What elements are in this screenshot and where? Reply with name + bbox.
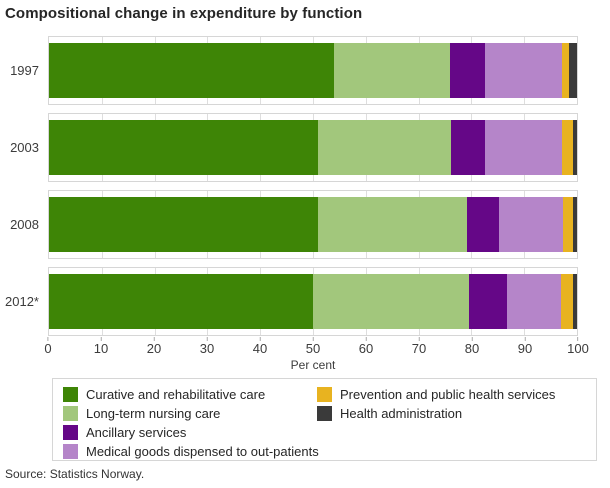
bar-segment (485, 120, 563, 175)
tick-mark (206, 337, 208, 341)
tick-label: 90 (517, 341, 533, 356)
legend-swatch (317, 387, 332, 402)
chart-row: 2012* (0, 267, 578, 336)
source-note: Source: Statistics Norway. (5, 467, 145, 481)
y-axis-label: 2012* (5, 294, 39, 309)
legend-item: Long-term nursing care (63, 404, 319, 423)
x-tick: 10 (94, 337, 108, 356)
x-tick: 70 (412, 337, 426, 356)
chart-row: 2003 (0, 113, 578, 182)
bar-segment (49, 197, 319, 252)
bar-segment (466, 197, 500, 252)
legend-swatch (317, 406, 332, 421)
tick-mark (312, 337, 314, 341)
x-tick: 50 (306, 337, 320, 356)
bar-segment (49, 43, 335, 98)
tick-label: 10 (93, 341, 109, 356)
tick-label: 0 (44, 341, 52, 356)
x-tick: 0 (44, 337, 52, 356)
legend-label: Long-term nursing care (86, 406, 221, 421)
tick-mark (259, 337, 261, 341)
tick-label: 60 (358, 341, 374, 356)
legend-swatch (63, 425, 78, 440)
bar-segment (499, 197, 564, 252)
panel (48, 36, 578, 105)
legend-label: Ancillary services (86, 425, 187, 440)
plot-area: 1997 2003 2008 2012* (0, 36, 578, 344)
legend-item: Prevention and public health services (317, 385, 555, 404)
bar-segment (334, 43, 451, 98)
bar-segment (568, 43, 577, 98)
tick-mark (47, 337, 49, 341)
chart-row: 1997 (0, 36, 578, 105)
x-axis-title: Per cent (290, 358, 336, 372)
bar-segment (484, 43, 563, 98)
legend-swatch (63, 387, 78, 402)
bar-segment (318, 120, 452, 175)
tick-label: 40 (252, 341, 268, 356)
bar-segment (49, 120, 319, 175)
panel (48, 190, 578, 259)
bar-segment (573, 274, 577, 329)
legend: Curative and rehabilitative care Long-ter… (52, 378, 597, 461)
bar-segment (451, 120, 486, 175)
legend-column: Prevention and public health services Hea… (317, 385, 555, 423)
y-axis-label: 2008 (10, 217, 39, 232)
chart-row: 2008 (0, 190, 578, 259)
bar-segment (561, 274, 574, 329)
stacked-bar (49, 43, 577, 98)
tick-mark (524, 337, 526, 341)
tick-mark (471, 337, 473, 341)
tick-label: 80 (464, 341, 480, 356)
legend-column: Curative and rehabilitative care Long-ter… (63, 385, 319, 461)
legend-swatch (63, 444, 78, 459)
x-axis: 0 10 20 30 40 50 60 70 80 90 100 (44, 337, 589, 359)
bar-segment (450, 43, 485, 98)
x-tick: 90 (518, 337, 532, 356)
panel (48, 267, 578, 336)
legend-item: Health administration (317, 404, 555, 423)
legend-label: Prevention and public health services (340, 387, 556, 402)
bar-segment (573, 120, 577, 175)
stacked-bar (49, 274, 577, 329)
chart-title: Compositional change in expenditure by f… (5, 5, 363, 22)
bar-segment (313, 274, 469, 329)
bar-segment (573, 197, 577, 252)
x-tick: 40 (253, 337, 267, 356)
bar-segment (49, 274, 313, 329)
tick-label: 100 (567, 341, 589, 356)
legend-item: Medical goods dispensed to out-patients (63, 442, 319, 461)
bar-segment (318, 197, 467, 252)
legend-label: Medical goods dispensed to out-patients (86, 444, 319, 459)
tick-label: 30 (199, 341, 215, 356)
legend-item: Ancillary services (63, 423, 319, 442)
y-axis-label: 2003 (10, 140, 39, 155)
stacked-bar (49, 197, 577, 252)
tick-label: 70 (411, 341, 427, 356)
bar-segment (507, 274, 562, 329)
x-tick: 20 (147, 337, 161, 356)
legend-label: Health administration (340, 406, 463, 421)
tick-label: 50 (305, 341, 321, 356)
panel (48, 113, 578, 182)
tick-mark (100, 337, 102, 341)
bar-segment (563, 197, 574, 252)
tick-mark (418, 337, 420, 341)
bar-segment (468, 274, 508, 329)
tick-mark (365, 337, 367, 341)
legend-swatch (63, 406, 78, 421)
x-tick: 60 (359, 337, 373, 356)
tick-label: 20 (146, 341, 162, 356)
x-tick: 30 (200, 337, 214, 356)
x-tick: 100 (567, 337, 589, 356)
x-tick: 80 (465, 337, 479, 356)
legend-label: Curative and rehabilitative care (86, 387, 266, 402)
y-axis-label: 1997 (10, 63, 39, 78)
stacked-bar (49, 120, 577, 175)
tick-mark (577, 337, 579, 341)
tick-mark (153, 337, 155, 341)
bar-segment (562, 43, 569, 98)
bar-segment (562, 120, 574, 175)
legend-item: Curative and rehabilitative care (63, 385, 319, 404)
